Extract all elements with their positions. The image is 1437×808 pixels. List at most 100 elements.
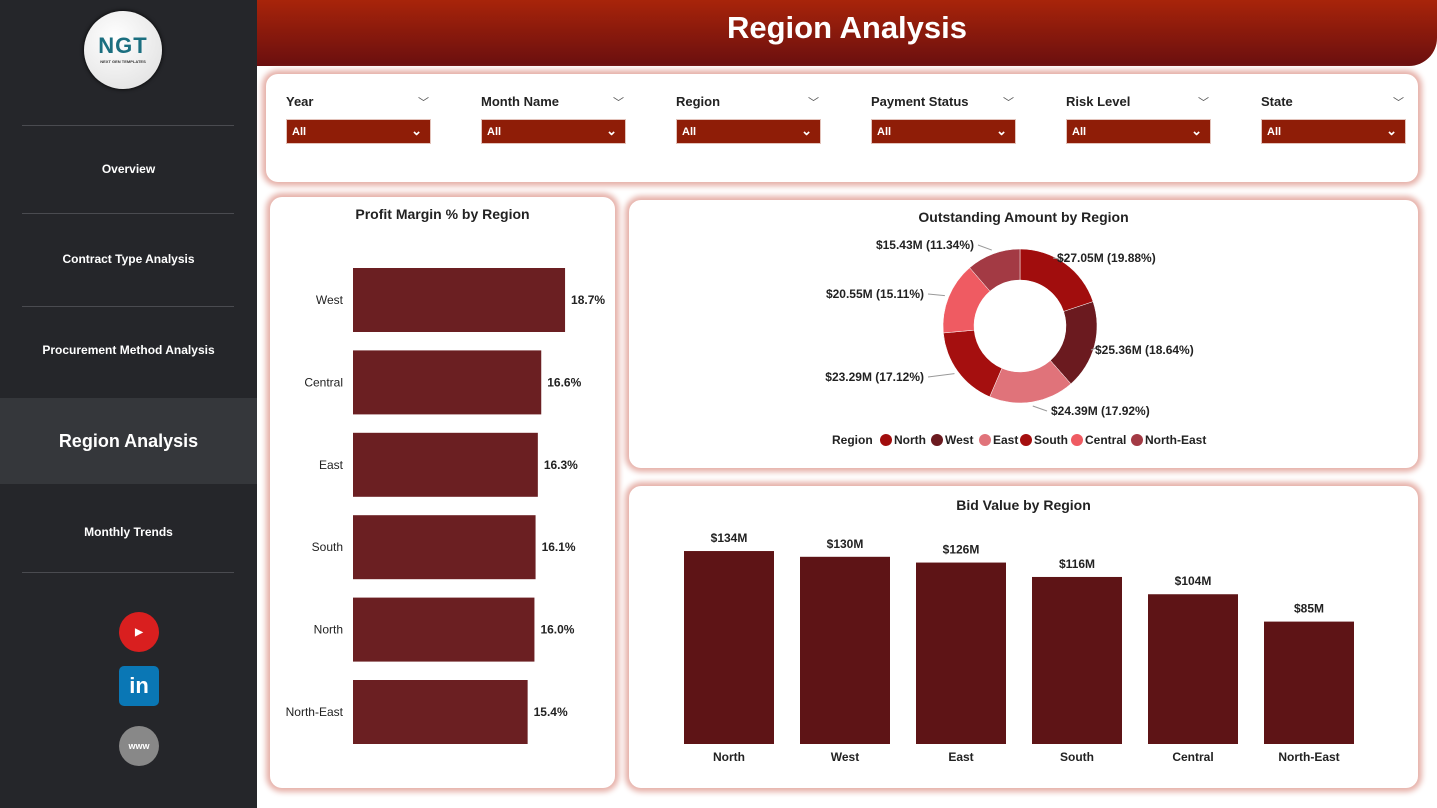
filter-label: State xyxy=(1261,94,1293,109)
slice-north-east xyxy=(969,248,1021,292)
bar-east xyxy=(353,432,538,497)
filter-value: All xyxy=(682,126,697,138)
filter-payment-status[interactable]: Payment Status ﹀ All ⌄ xyxy=(871,94,1016,144)
data-label: $27.05M (19.88%) xyxy=(1057,251,1156,265)
data-label: 16.0% xyxy=(540,623,574,637)
filter-dropdown[interactable]: All ⌄ xyxy=(481,119,626,144)
chevron-down-icon[interactable]: ﹀ xyxy=(613,97,624,109)
bar-south xyxy=(1032,576,1122,744)
outstanding-donut-chart: $27.05M (19.88%) $25.36M (18.64%) $24.39M … xyxy=(825,238,1206,447)
nav-region-analysis[interactable]: Region Analysis xyxy=(0,398,257,484)
filter-value: All xyxy=(292,126,307,138)
divider xyxy=(22,572,234,573)
filter-state[interactable]: State ﹀ All ⌄ xyxy=(1261,94,1406,144)
leader-line xyxy=(927,373,955,378)
leader-line xyxy=(1052,257,1068,261)
chart-title: Outstanding Amount by Region xyxy=(918,209,1129,225)
filter-value: All xyxy=(487,126,502,138)
data-label: $116M xyxy=(1059,557,1095,571)
nav-contract-type-analysis[interactable]: Contract Type Analysis xyxy=(62,252,195,266)
data-label: 16.3% xyxy=(544,458,578,472)
nav-procurement-method-analysis[interactable]: Procurement Method Analysis xyxy=(42,343,215,357)
bar-north-east xyxy=(1264,621,1354,744)
filter-risk-level[interactable]: Risk Level ﹀ All ⌄ xyxy=(1066,94,1211,144)
legend-item-north: North xyxy=(894,433,926,447)
legend-marker xyxy=(931,434,943,446)
legend-item-central: Central xyxy=(1085,433,1126,447)
youtube-icon[interactable]: ▶ xyxy=(119,612,159,652)
legend-marker xyxy=(880,434,892,446)
legend-item-east: East xyxy=(993,433,1018,447)
category-label: South xyxy=(312,540,343,554)
chart-title: Bid Value by Region xyxy=(956,497,1091,513)
filter-panel: Year ﹀ All ⌄ Month Name ﹀ All ⌄ Region ﹀ All ⌄ Payme… xyxy=(266,74,1418,182)
legend-title: Region xyxy=(832,433,873,447)
legend-marker xyxy=(1020,434,1032,446)
chevron-down-icon[interactable]: ﹀ xyxy=(808,97,819,109)
data-label: $25.36M (18.64%) xyxy=(1095,343,1194,357)
category-label: North xyxy=(314,623,343,637)
filter-region[interactable]: Region ﹀ All ⌄ xyxy=(676,94,821,144)
filter-label: Risk Level xyxy=(1066,94,1131,109)
nav-monthly-trends[interactable]: Monthly Trends xyxy=(84,525,173,539)
legend-item-north-east: North-East xyxy=(1145,433,1206,447)
filter-dropdown[interactable]: All ⌄ xyxy=(871,119,1016,144)
data-label: $134M xyxy=(711,531,748,545)
category-label: Central xyxy=(304,375,343,389)
legend-marker xyxy=(1131,434,1143,446)
divider xyxy=(22,306,234,307)
leader-line xyxy=(1090,346,1099,351)
filter-label: Payment Status xyxy=(871,94,969,109)
bar-central xyxy=(353,350,542,415)
legend-marker xyxy=(979,434,991,446)
outstanding-amount-card: Outstanding Amount by Region $27.05M (19… xyxy=(629,200,1418,468)
bar-west xyxy=(800,556,890,744)
website-icon[interactable]: www xyxy=(119,726,159,766)
filter-dropdown[interactable]: All ⌄ xyxy=(286,119,431,144)
data-label: $130M xyxy=(827,537,864,551)
category-label: Central xyxy=(1172,750,1213,764)
bar-east xyxy=(916,562,1006,744)
data-label: 15.4% xyxy=(534,705,568,719)
filter-value: All xyxy=(1072,126,1087,138)
chevron-down-icon[interactable]: ﹀ xyxy=(1003,97,1014,109)
filter-label: Year xyxy=(286,94,314,109)
leader-line xyxy=(977,244,992,251)
profit-margin-card: Profit Margin % by Region West 18.7% Centr… xyxy=(270,197,615,788)
filter-value: All xyxy=(1267,126,1282,138)
filter-dropdown[interactable]: All ⌄ xyxy=(676,119,821,144)
chevron-down-icon[interactable]: ﹀ xyxy=(418,97,429,109)
bid-value-card: Bid Value by Region $134M North $130M West $… xyxy=(629,486,1418,788)
filter-year[interactable]: Year ﹀ All ⌄ xyxy=(286,94,431,144)
category-label: West xyxy=(316,293,344,307)
category-label: West xyxy=(831,750,859,764)
profit-margin-chart: West 18.7% Central 16.6% East 16.3% South 16.1%… xyxy=(286,268,605,744)
bar-north xyxy=(684,551,774,744)
chevron-down-icon: ⌄ xyxy=(606,123,617,138)
linkedin-icon[interactable]: in xyxy=(119,666,159,706)
bar-central xyxy=(1148,594,1238,744)
divider xyxy=(22,213,234,214)
category-label: East xyxy=(319,458,344,472)
nav-overview[interactable]: Overview xyxy=(101,162,156,176)
category-label: North-East xyxy=(1278,750,1339,764)
divider xyxy=(22,125,234,126)
chevron-down-icon: ⌄ xyxy=(801,123,812,138)
legend-marker xyxy=(1071,434,1083,446)
category-label: East xyxy=(948,750,973,764)
filter-dropdown[interactable]: All ⌄ xyxy=(1066,119,1211,144)
data-label: $23.29M (17.12%) xyxy=(825,370,924,384)
bar-west xyxy=(353,268,566,332)
chevron-down-icon[interactable]: ﹀ xyxy=(1393,97,1404,109)
chart-title: Profit Margin % by Region xyxy=(355,206,530,222)
legend-item-west: West xyxy=(945,433,973,447)
category-label: South xyxy=(1060,750,1094,764)
filter-month-name[interactable]: Month Name ﹀ All ⌄ xyxy=(481,94,626,144)
sidebar: NGT NEXT GEN TEMPLATES Overview Contract … xyxy=(0,0,257,808)
chevron-down-icon[interactable]: ﹀ xyxy=(1198,97,1209,109)
filter-dropdown[interactable]: All ⌄ xyxy=(1261,119,1406,144)
legend-item-south: South xyxy=(1034,433,1068,447)
data-label: $24.39M (17.92%) xyxy=(1051,404,1150,418)
data-label: $104M xyxy=(1175,574,1212,588)
data-label: $126M xyxy=(943,543,980,557)
